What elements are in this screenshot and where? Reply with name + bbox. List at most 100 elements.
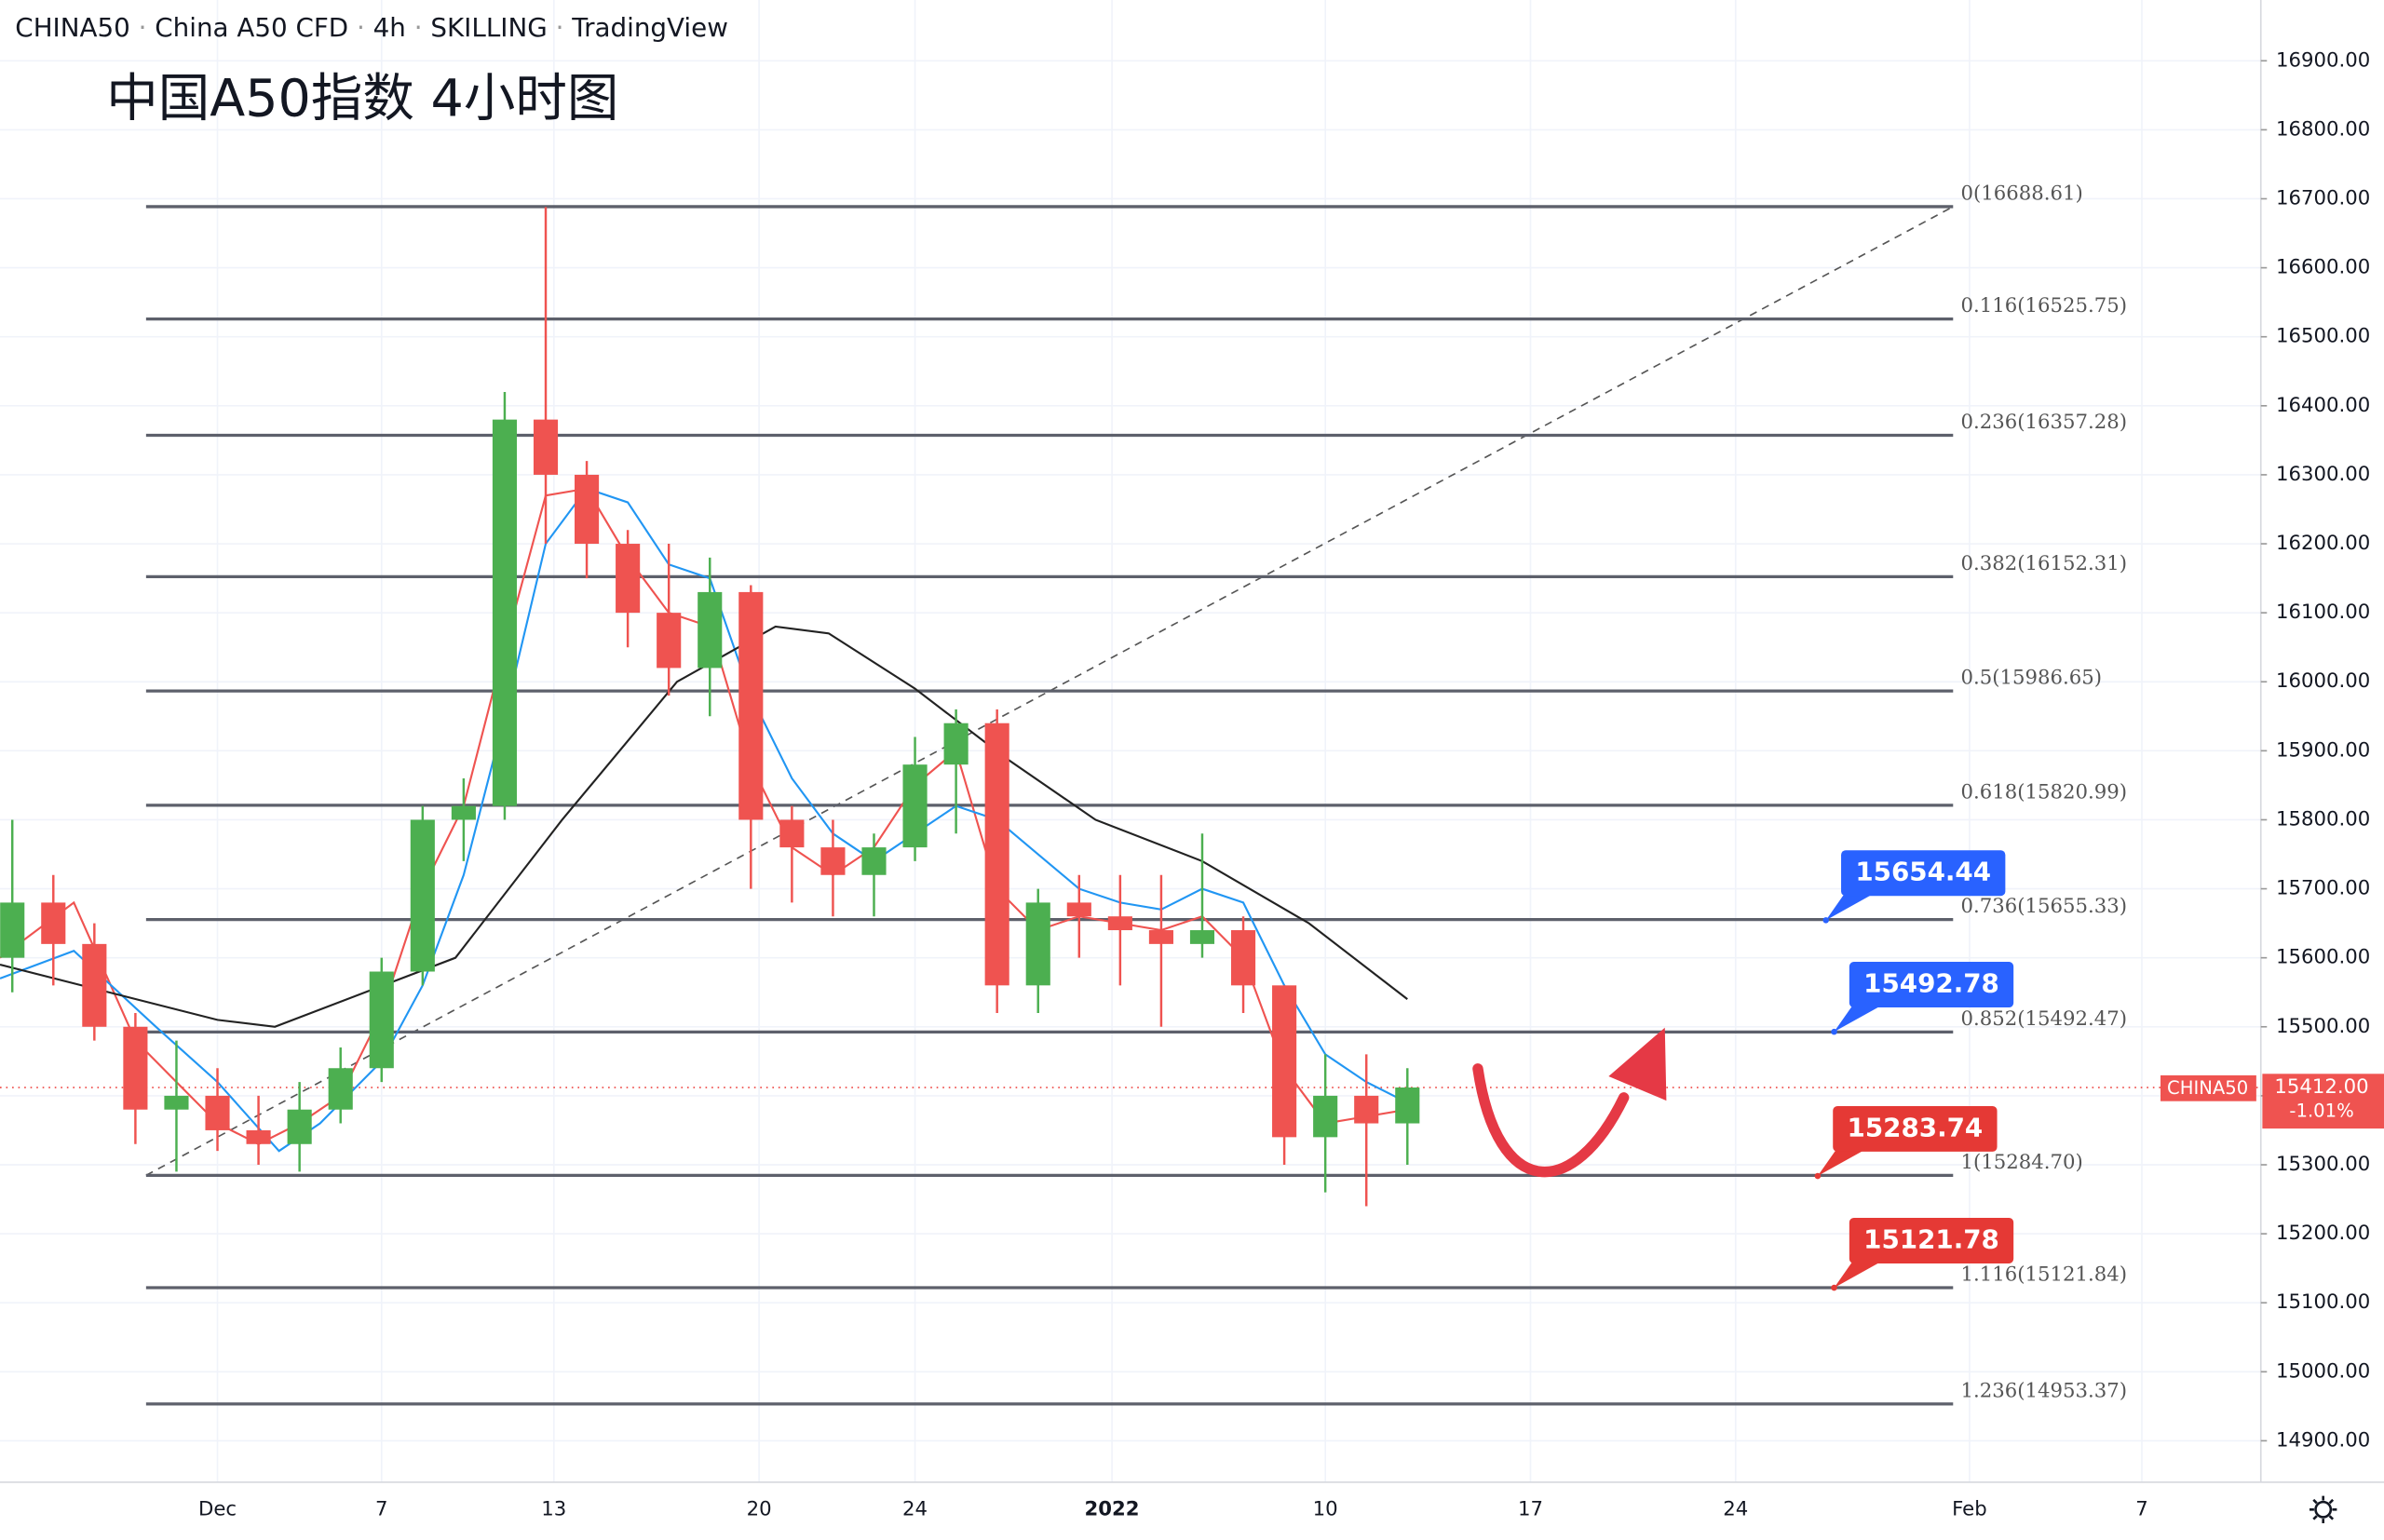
fib-label: 0.116(16525.75) bbox=[1960, 294, 2127, 317]
candle-body bbox=[246, 1129, 271, 1144]
fib-label: 0.736(15655.33) bbox=[1960, 895, 2127, 918]
y-tick-label: 15900.00 bbox=[2276, 738, 2370, 762]
fib-label: 0.618(15820.99) bbox=[1960, 780, 2127, 804]
x-tick-label: 7 bbox=[375, 1497, 388, 1520]
candle-body bbox=[861, 847, 887, 875]
callout-label: 15121.78 bbox=[1863, 1223, 1999, 1254]
callout-box bbox=[1849, 1217, 2014, 1263]
callout-anchor bbox=[1822, 917, 1829, 924]
x-tick-label: 17 bbox=[1518, 1497, 1543, 1520]
instrument: China A50 CFD bbox=[155, 12, 348, 43]
settings-icon[interactable] bbox=[2310, 1495, 2337, 1523]
candle-body bbox=[616, 544, 641, 614]
x-tick-label: 20 bbox=[747, 1497, 772, 1520]
candle-body bbox=[1066, 902, 1091, 917]
arrow-curve bbox=[1472, 1063, 1630, 1178]
y-tick-label: 15500.00 bbox=[2276, 1015, 2370, 1038]
moving-average bbox=[0, 625, 1408, 1028]
candle-body bbox=[164, 1095, 189, 1110]
y-tick-label: 14900.00 bbox=[2276, 1428, 2370, 1452]
arrow-head bbox=[1608, 1027, 1667, 1101]
candle-body bbox=[698, 591, 723, 669]
callout-box bbox=[1841, 850, 2006, 897]
settings-teeth[interactable] bbox=[2310, 1495, 2337, 1523]
symbol: CHINA50 bbox=[15, 12, 129, 43]
price-tag-value: 15412.00 bbox=[2274, 1075, 2368, 1099]
candle-body bbox=[41, 902, 66, 944]
candle-body bbox=[1107, 916, 1132, 931]
x-tick-label: 24 bbox=[1723, 1497, 1748, 1520]
broker: SKILLING bbox=[430, 12, 547, 43]
x-tick-label: 2022 bbox=[1085, 1497, 1140, 1520]
y-tick-label: 15000.00 bbox=[2276, 1359, 2370, 1383]
symbol-tag bbox=[2160, 1074, 2256, 1101]
candle-body bbox=[943, 723, 968, 765]
candle-body bbox=[451, 805, 476, 820]
candle-body bbox=[0, 902, 25, 958]
price-tag-change: -1.01% bbox=[2289, 1101, 2353, 1122]
y-tick-label: 16900.00 bbox=[2276, 48, 2370, 72]
candle-body bbox=[492, 419, 518, 806]
callout-anchor bbox=[1831, 1284, 1837, 1291]
x-tick-label: Feb bbox=[1952, 1497, 1987, 1520]
y-tick-label: 15800.00 bbox=[2276, 807, 2370, 831]
y-tick-label: 15300.00 bbox=[2276, 1153, 2370, 1176]
candle-body bbox=[123, 1026, 148, 1110]
candle-body bbox=[328, 1068, 353, 1110]
candle-body bbox=[779, 819, 805, 848]
callout-label: 15283.74 bbox=[1848, 1112, 1984, 1142]
price-tag bbox=[2262, 1074, 2384, 1129]
callout-box bbox=[1849, 962, 2014, 1008]
fib-label: 0(16688.61) bbox=[1960, 182, 2082, 205]
moving-average bbox=[0, 487, 1408, 1153]
fib-label: 0.382(16152.31) bbox=[1960, 552, 2127, 575]
y-tick-label: 16800.00 bbox=[2276, 117, 2370, 141]
callout-pointer bbox=[1825, 889, 1881, 921]
candle-body bbox=[82, 943, 107, 1027]
candle-body bbox=[1395, 1087, 1420, 1124]
y-tick-label: 16100.00 bbox=[2276, 601, 2370, 624]
candle-body bbox=[287, 1109, 312, 1144]
plot-area: 15654.44 15492.78 15283.74 15121.78 bbox=[0, 205, 2261, 1406]
y-tick-label: 16300.00 bbox=[2276, 463, 2370, 486]
y-tick-label: 15600.00 bbox=[2276, 946, 2370, 969]
y-tick-label: 16700.00 bbox=[2276, 186, 2370, 209]
candle-body bbox=[1025, 902, 1050, 986]
y-tick-label: 15700.00 bbox=[2276, 877, 2370, 900]
candle-body bbox=[902, 764, 928, 848]
callout-label: 15654.44 bbox=[1855, 857, 1991, 887]
interval: 4h bbox=[373, 12, 406, 43]
separator: · bbox=[348, 12, 372, 43]
y-tick-label: 16400.00 bbox=[2276, 394, 2370, 417]
y-tick-label: 15200.00 bbox=[2276, 1222, 2370, 1245]
x-tick-label: 7 bbox=[2135, 1497, 2148, 1520]
callout-anchor bbox=[1831, 1028, 1837, 1035]
callout-pointer bbox=[1817, 1145, 1873, 1177]
callout-label: 15492.78 bbox=[1863, 968, 1999, 999]
fib-label: 0.5(15986.65) bbox=[1960, 667, 2102, 690]
chart-title: 中国A50指数 4小时图 bbox=[106, 69, 618, 129]
settings-gear[interactable] bbox=[2314, 1500, 2333, 1519]
source: TradingView bbox=[571, 12, 728, 43]
fib-label: 1.236(14953.37) bbox=[1960, 1379, 2127, 1402]
callout-box bbox=[1833, 1105, 1998, 1152]
candle-body bbox=[984, 723, 1009, 986]
candle-body bbox=[1313, 1095, 1338, 1138]
header: CHINA50 · China A50 CFD · 4h · SKILLING … bbox=[15, 12, 728, 43]
callout-anchor bbox=[1814, 1172, 1822, 1180]
x-tick-label: 24 bbox=[902, 1497, 928, 1520]
symbol-tag-label: CHINA50 bbox=[2167, 1077, 2248, 1099]
candle-body bbox=[738, 591, 764, 820]
candle-body bbox=[410, 819, 435, 972]
callout-pointer bbox=[1834, 1257, 1890, 1289]
candle-body bbox=[820, 847, 846, 875]
x-tick-label: Dec bbox=[198, 1497, 237, 1520]
fib-label: 1(15284.70) bbox=[1960, 1151, 2082, 1174]
fib-label: 0.236(16357.28) bbox=[1960, 411, 2127, 434]
candle-body bbox=[1272, 985, 1297, 1138]
y-tick-label: 16000.00 bbox=[2276, 669, 2370, 693]
candle-body bbox=[1189, 930, 1215, 944]
y-tick-label: 15100.00 bbox=[2276, 1290, 2370, 1314]
candle-body bbox=[369, 971, 394, 1069]
